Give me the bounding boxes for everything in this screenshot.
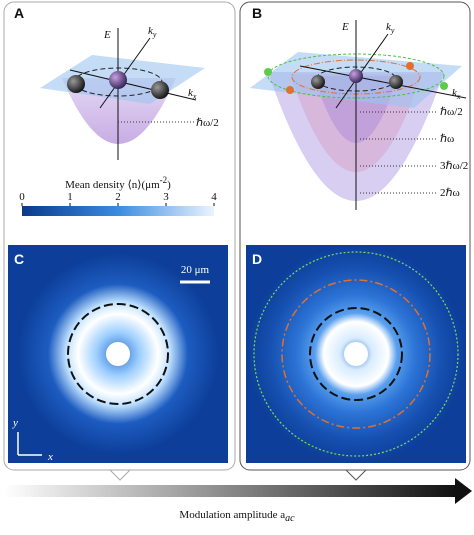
levels: ℏω/2 ℏω 3ℏω/2 2ℏω [360, 106, 468, 199]
arrow [4, 485, 456, 497]
scale-label: 20 μm [181, 264, 210, 276]
particle [286, 86, 294, 94]
axis-label: x [192, 92, 197, 101]
particle [151, 81, 169, 99]
particle [389, 75, 403, 89]
colorbar-title: ) [167, 179, 171, 191]
colorbar-ticks: 0 1 2 3 4 [19, 191, 217, 206]
particle [406, 62, 414, 70]
level-label: 3ℏω/2 [440, 160, 468, 172]
panel-label: C [14, 251, 24, 267]
footer-label: Modulation amplitude aac [179, 509, 295, 524]
colorbar-title: Mean density ⟨n⟩(μm-2) [65, 175, 171, 191]
particle [67, 75, 85, 93]
particle [264, 68, 272, 76]
footer-label: Modulation amplitude a [179, 509, 285, 521]
axis [335, 33, 389, 109]
notch [344, 469, 368, 481]
panel-label: A [14, 5, 24, 21]
axis [299, 65, 467, 99]
ring [253, 251, 459, 457]
axis-label: k [188, 87, 194, 99]
axis-label: k [148, 25, 154, 37]
axis-label: E [341, 21, 349, 33]
panel-label: B [252, 5, 262, 21]
ring [67, 303, 169, 405]
colorbar-tick-label: 2 [115, 191, 121, 203]
ring [309, 307, 403, 401]
axis-label: ky [386, 21, 395, 35]
axis [69, 69, 197, 101]
ring [281, 279, 431, 429]
colorbar-tick-label: 1 [67, 191, 73, 203]
colorbar-tick-label: 3 [163, 191, 169, 203]
axis-label: ky [148, 25, 157, 39]
colorbar-title: Mean density ⟨n⟩(μm [65, 179, 160, 191]
axis-label: k [386, 21, 392, 33]
axis-label: kx [452, 87, 461, 101]
axis [99, 37, 151, 109]
axis-label: x [47, 451, 53, 463]
footer-label: ac [285, 513, 295, 524]
level-label: ℏω/2 [196, 117, 219, 129]
colorbar-tick-label: 4 [211, 191, 217, 203]
mask [106, 342, 130, 366]
axis-label: E [103, 29, 111, 41]
notch [108, 469, 132, 481]
arrowhead [455, 478, 472, 504]
axis-label: y [390, 26, 395, 35]
colorbar-tick-label: 0 [19, 191, 25, 203]
axis-label: k [452, 87, 458, 99]
colorbar-title: -2 [160, 175, 168, 185]
particle [109, 71, 127, 89]
particle [440, 82, 448, 90]
level-label: 2ℏω [440, 187, 460, 199]
level-label: ℏω/2 [440, 106, 463, 118]
axis-label: kx [188, 87, 197, 101]
axis-label: y [152, 30, 157, 39]
particle [311, 75, 325, 89]
panel-label: D [252, 251, 262, 267]
level-label: ℏω [440, 133, 454, 145]
particle [349, 69, 363, 83]
axis-label: y [12, 417, 18, 429]
axes-arrow [17, 432, 42, 456]
axis-label: x [456, 92, 461, 101]
colorbar [22, 206, 214, 216]
mask [344, 342, 368, 366]
